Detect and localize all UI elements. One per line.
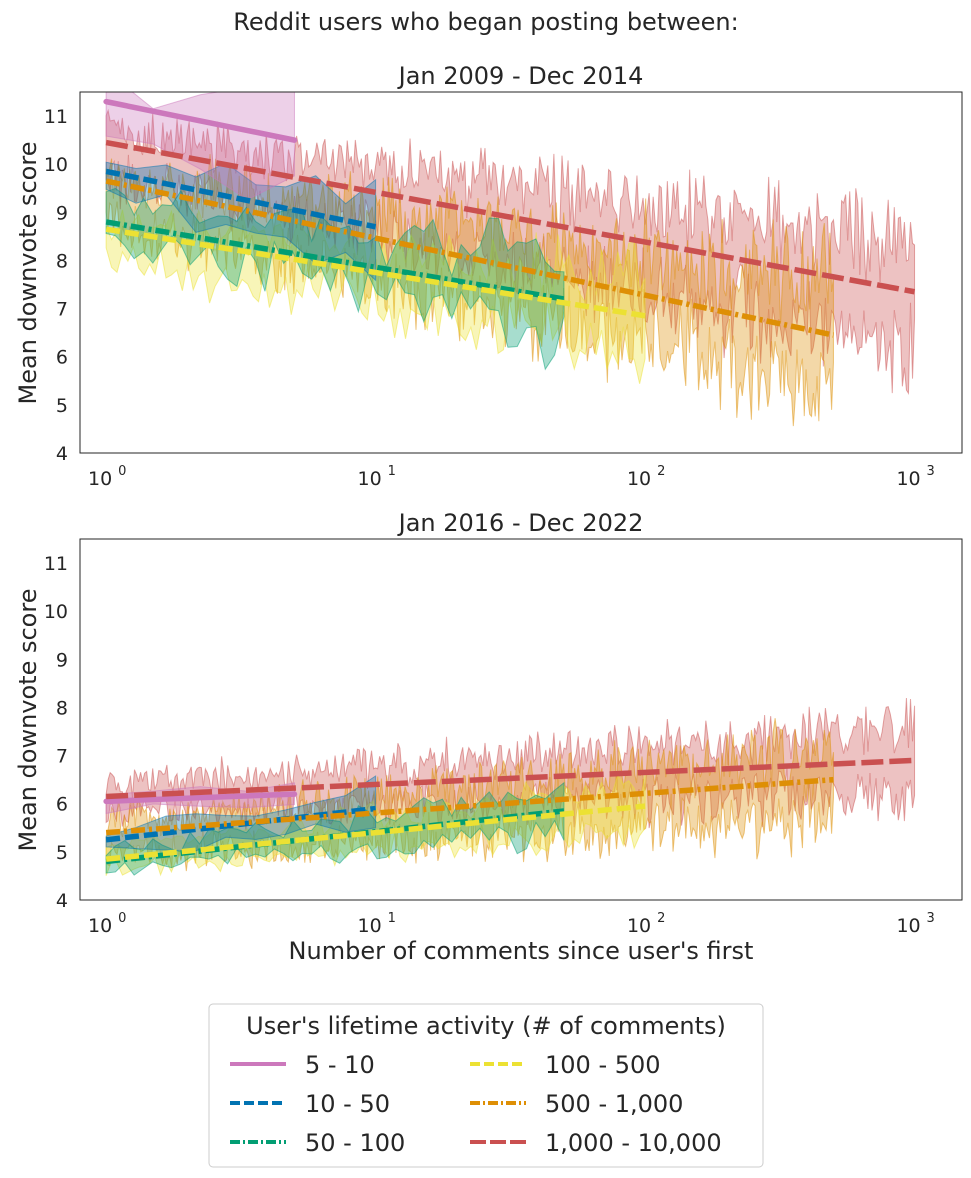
- y-tick-label: 9: [56, 202, 68, 224]
- trend-lines: [103, 757, 915, 865]
- y-tick-label: 8: [56, 697, 68, 719]
- trend-line-5-10: [103, 791, 298, 805]
- y-tick-label: 11: [44, 553, 68, 575]
- x-tick-label: 10: [627, 468, 651, 490]
- axes-frame: [79, 91, 963, 454]
- legend-title: User's lifetime activity (# of comments): [246, 1012, 726, 1040]
- panel-bottom-ylabel: Mean downvote score: [14, 589, 42, 852]
- panel-top: Jan 2009 - Dec 2014 Mean downvote score …: [14, 62, 963, 490]
- panel-top-title: Jan 2009 - Dec 2014: [397, 62, 644, 90]
- x-tick-exponent: 3: [927, 911, 935, 926]
- trend-line-50-100: [105, 219, 565, 302]
- x-tick-exponent: 1: [388, 464, 396, 479]
- figure-suptitle: Reddit users who began posting between:: [233, 8, 738, 36]
- y-tick-label: 5: [56, 842, 68, 864]
- trend-line-5-10: [103, 98, 298, 143]
- confidence-bands: [105, 92, 916, 427]
- x-tick-label: 10: [357, 915, 381, 937]
- x-tick-exponent: 3: [927, 464, 935, 479]
- y-tick-label: 7: [56, 746, 68, 768]
- y-tick-label: 5: [56, 395, 68, 417]
- legend: User's lifetime activity (# of comments)…: [208, 1003, 764, 1168]
- band-1-000-10-000: [105, 697, 916, 831]
- y-tick-label: 10: [44, 154, 68, 176]
- legend-label: 500 - 1,000: [545, 1090, 683, 1118]
- legend-label: 100 - 500: [545, 1051, 661, 1079]
- x-tick-exponent: 2: [657, 464, 665, 479]
- panel-bottom: Jan 2016 - Dec 2022 Mean downvote score …: [14, 509, 963, 965]
- band-500-1-000: [105, 718, 834, 872]
- axes-frame: [79, 538, 963, 901]
- confidence-bands: [105, 697, 916, 877]
- panel-bottom-plot-area: 4 5 6 7 8 9 10 11 10 0 10 1 10 2 10 3: [44, 538, 963, 937]
- x-tick-label: 10: [896, 915, 920, 937]
- trend-line-500-1-000: [105, 178, 834, 338]
- trend-line-100-500: [105, 803, 646, 862]
- y-tick-label: 6: [56, 794, 68, 816]
- legend-label: 1,000 - 10,000: [545, 1129, 722, 1157]
- y-tick-label: 7: [56, 299, 68, 321]
- legend-label: 10 - 50: [305, 1090, 390, 1118]
- legend-label: 50 - 100: [305, 1129, 405, 1157]
- x-tick-label: 10: [357, 468, 381, 490]
- panel-bottom-title: Jan 2016 - Dec 2022: [397, 509, 644, 537]
- y-tick-label: 6: [56, 347, 68, 369]
- trend-lines: [103, 98, 916, 338]
- trend-line-10-50: [105, 168, 377, 230]
- x-tick-label: 10: [896, 468, 920, 490]
- y-tick-label: 11: [44, 106, 68, 128]
- x-tick-label: 10: [88, 915, 112, 937]
- trend-line-100-500: [105, 226, 646, 319]
- panel-top-plot-area: 4 5 6 7 8 9 10 11 10 0 10 1 10 2 10 3: [44, 91, 963, 490]
- trend-line-500-1-000: [105, 776, 834, 836]
- y-tick-label: 9: [56, 649, 68, 671]
- band-50-100: [105, 187, 565, 371]
- y-tick-label: 4: [56, 890, 68, 912]
- legend-label: 5 - 10: [305, 1051, 375, 1079]
- band-5-10: [105, 92, 295, 201]
- trend-line-1-000-10-000: [105, 139, 916, 295]
- x-tick-exponent: 0: [118, 911, 126, 926]
- panel-bottom-xlabel: Number of comments since user's first: [289, 937, 754, 965]
- x-tick-exponent: 0: [118, 464, 126, 479]
- x-tick-exponent: 2: [657, 911, 665, 926]
- trend-line-1-000-10-000: [105, 757, 915, 800]
- y-tick-label: 10: [44, 601, 68, 623]
- x-tick-label: 10: [88, 468, 112, 490]
- y-tick-label: 4: [56, 443, 68, 465]
- x-tick-exponent: 1: [388, 911, 396, 926]
- panel-top-ylabel: Mean downvote score: [14, 142, 42, 405]
- y-tick-label: 8: [56, 250, 68, 272]
- legend-frame: [208, 1003, 764, 1168]
- x-tick-label: 10: [627, 915, 651, 937]
